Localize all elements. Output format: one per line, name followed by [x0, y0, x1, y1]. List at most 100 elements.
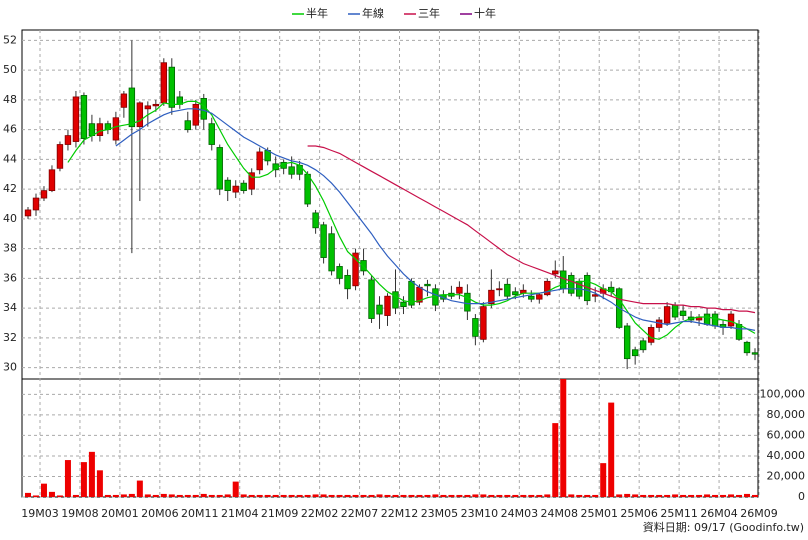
candle-body: [384, 295, 391, 316]
candle-body: [631, 349, 639, 357]
y-tick-label: 100,000: [760, 387, 806, 400]
candle-body: [168, 66, 176, 108]
candle-body: [560, 270, 567, 290]
volume-bar: [208, 494, 215, 497]
candle-body: [256, 151, 263, 171]
volume-bar: [272, 494, 279, 497]
candle-body: [24, 209, 32, 217]
volume-bar: [696, 494, 703, 497]
candle-body: [112, 117, 120, 141]
legend-label: 年線: [362, 6, 384, 20]
volume-bar: [536, 494, 543, 497]
candle-body: [304, 173, 311, 205]
volume-bar: [568, 494, 575, 497]
x-tick-label: 25M06: [620, 507, 658, 520]
volume-bar: [48, 491, 55, 497]
candle-body: [679, 310, 687, 316]
candle-body: [288, 166, 295, 175]
volume-bar: [160, 493, 167, 497]
y-tick-label: 30: [3, 361, 17, 374]
volume-bar: [344, 494, 351, 497]
volume-bar: [280, 494, 287, 497]
volume-bar: [240, 494, 247, 497]
volume-bar: [336, 494, 343, 497]
candle-body: [128, 87, 136, 128]
volume-bar: [104, 494, 111, 497]
candle-body: [80, 95, 88, 139]
y-tick-label: 0: [798, 490, 805, 503]
x-tick-label: 26M09: [740, 507, 778, 520]
volume-bar: [200, 493, 207, 497]
candle-body: [727, 313, 735, 327]
volume-bar: [736, 494, 743, 497]
candle-body: [224, 179, 231, 192]
volume-bar: [176, 494, 183, 497]
candle-body: [136, 102, 144, 128]
legend-label: 半年: [306, 6, 328, 20]
volume-bar: [504, 494, 511, 497]
y-tick-label: 36: [3, 271, 17, 284]
x-tick-label: 20M01: [101, 507, 139, 520]
volume-bar: [136, 480, 143, 497]
volume-bar: [392, 494, 399, 497]
candle-body: [352, 252, 359, 287]
candle-body: [32, 197, 40, 211]
volume-bar: [224, 494, 231, 497]
x-tick-label: 25M01: [580, 507, 618, 520]
volume-bar: [472, 494, 479, 497]
ma-line: [307, 145, 756, 314]
volume-bar: [752, 494, 758, 497]
y-tick-label: 60,000: [767, 428, 806, 441]
volume-bar: [248, 494, 255, 497]
x-tick-label: 19M08: [61, 507, 99, 520]
volume-bar: [112, 494, 119, 497]
volume-bar: [576, 494, 583, 497]
x-tick-label: 21M04: [221, 507, 259, 520]
candle-body: [320, 224, 327, 258]
candle-body: [56, 144, 64, 169]
candle-body: [232, 185, 239, 193]
volume-bar: [128, 493, 135, 497]
y-tick-label: 38: [3, 242, 17, 255]
volume-bar: [464, 494, 471, 497]
candle-body: [72, 96, 80, 142]
candle-body: [703, 313, 711, 325]
volume-bar: [712, 494, 719, 497]
volume-bar: [152, 494, 159, 497]
volume-bar: [328, 494, 335, 497]
x-tick-label: 20M06: [141, 507, 179, 520]
candle-body: [528, 295, 535, 300]
volume-bar: [624, 493, 631, 497]
volume-bar: [648, 494, 655, 497]
candle-body: [312, 212, 319, 229]
volume-bar: [672, 494, 679, 497]
y-tick-label: 48: [3, 93, 17, 106]
volume-bar: [360, 494, 367, 497]
candle-body: [208, 123, 215, 145]
volume-bar: [120, 494, 127, 497]
y-tick-label: 44: [3, 152, 17, 165]
volume-bar: [640, 494, 647, 497]
candle-body: [568, 274, 575, 294]
candle-body: [464, 292, 471, 312]
volume-bar: [528, 494, 535, 497]
volume-bar: [25, 492, 31, 497]
volume-bar: [40, 483, 47, 497]
volume-bar: [456, 494, 463, 497]
volume-bar: [320, 494, 327, 497]
volume-bar: [720, 494, 727, 497]
candle-body: [48, 169, 56, 192]
volume-bar: [680, 494, 687, 497]
y-tick-label: 80,000: [767, 408, 806, 421]
x-tick-label: 22M02: [301, 507, 339, 520]
y-tick-label: 46: [3, 123, 17, 136]
candle-body: [248, 172, 255, 190]
volume-bar: [88, 451, 95, 497]
x-tick-label: 23M10: [461, 507, 499, 520]
candle-body: [160, 62, 168, 104]
volume-bar: [264, 494, 271, 497]
volume-bar: [552, 423, 559, 497]
x-tick-label: 21M09: [261, 507, 299, 520]
candle-body: [240, 182, 247, 192]
candle-body: [512, 291, 519, 296]
